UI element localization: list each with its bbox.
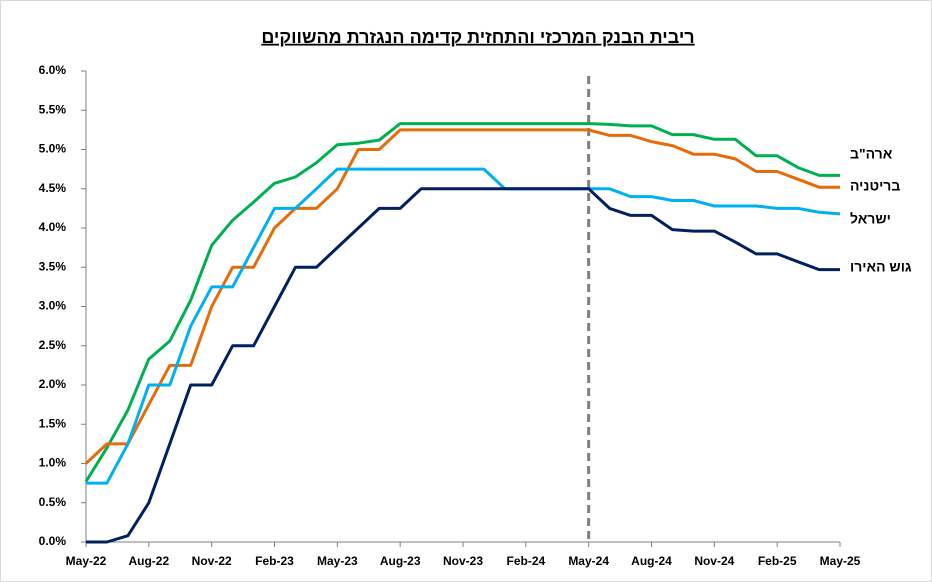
legend-label: בריטניה bbox=[850, 178, 900, 194]
y-tick-label: 2.5% bbox=[39, 338, 67, 352]
x-tick-label: May-23 bbox=[317, 554, 358, 568]
series-line bbox=[86, 187, 840, 544]
y-tick-label: 0.0% bbox=[39, 534, 67, 548]
legend-label: ישראל bbox=[850, 211, 891, 227]
series-line bbox=[84, 128, 840, 465]
x-tick-label: May-25 bbox=[820, 554, 861, 568]
y-tick-label: 2.0% bbox=[39, 377, 67, 391]
x-tick-label: Aug-22 bbox=[128, 554, 169, 568]
x-tick-label: Nov-24 bbox=[694, 554, 734, 568]
x-tick-label: May-22 bbox=[66, 554, 107, 568]
legend-label: גוש האירו bbox=[850, 259, 912, 275]
y-tick-label: 5.0% bbox=[39, 142, 67, 156]
y-tick-label: 1.0% bbox=[39, 456, 67, 470]
x-tick-label: Nov-22 bbox=[192, 554, 232, 568]
x-tick-label: Feb-25 bbox=[758, 554, 797, 568]
y-tick-label: 6.0% bbox=[39, 63, 67, 77]
x-tick-label: Aug-24 bbox=[631, 554, 672, 568]
y-tick-label: 5.5% bbox=[39, 102, 67, 116]
x-tick-label: Nov-23 bbox=[443, 554, 483, 568]
legend-label: ארה"ב bbox=[850, 146, 893, 162]
x-tick-label: Aug-23 bbox=[380, 554, 421, 568]
series-line bbox=[86, 167, 841, 485]
series-line bbox=[84, 122, 840, 483]
x-tick-label: Feb-23 bbox=[255, 554, 294, 568]
x-tick-label: Feb-24 bbox=[506, 554, 545, 568]
x-tick-label: May-24 bbox=[568, 554, 609, 568]
y-tick-label: 3.5% bbox=[39, 259, 67, 273]
y-tick-label: 1.5% bbox=[39, 416, 67, 430]
y-tick-label: 3.0% bbox=[39, 299, 67, 313]
y-tick-label: 4.0% bbox=[39, 220, 67, 234]
y-tick-label: 4.5% bbox=[39, 181, 67, 195]
y-tick-label: 0.5% bbox=[39, 495, 67, 509]
chart-title: ריבית הבנק המרכזי והתחזית קדימה הנגזרת מ… bbox=[261, 27, 694, 47]
